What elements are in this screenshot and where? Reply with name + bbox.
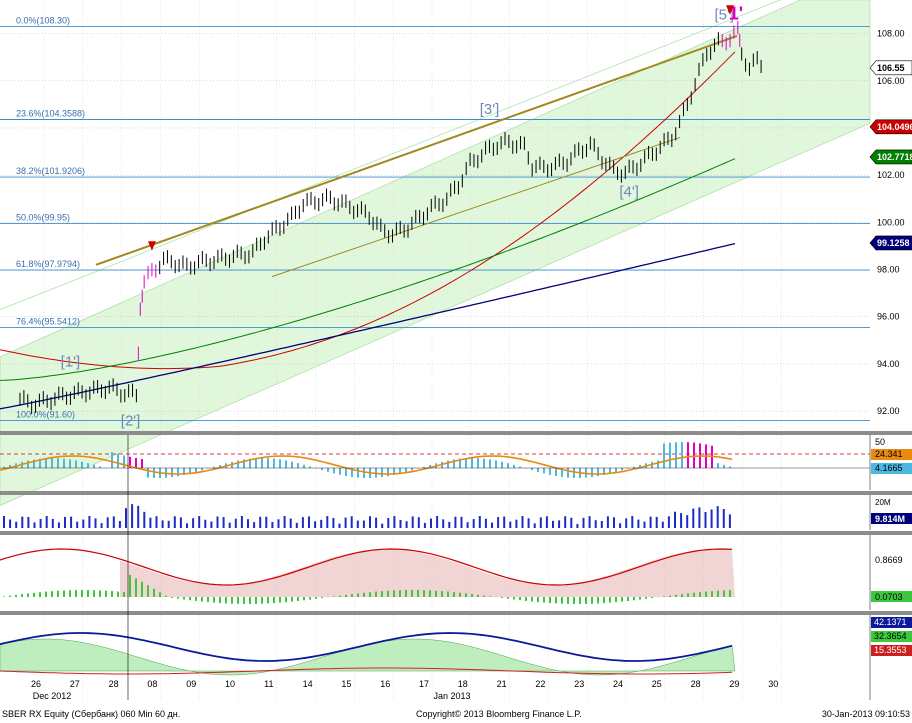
rsi-label: 24.341: [875, 449, 903, 459]
y-tick-label: 100.00: [877, 217, 905, 227]
price-badge: [869, 60, 912, 76]
y-tick-label: 92.00: [877, 406, 900, 416]
footer-copyright: Copyright© 2013 Bloomberg Finance L.P.: [416, 709, 582, 719]
x-tick-label: 30: [768, 679, 778, 689]
peak-marker: [147, 241, 156, 251]
fib-label: 0.0%(108.30): [16, 16, 70, 26]
fib-label: 61.8%(97.9794): [16, 259, 80, 269]
fib-label: 100.0%(91.60): [16, 410, 75, 420]
x-tick-label: 25: [652, 679, 662, 689]
x-tick-label: 28: [691, 679, 701, 689]
dmi-minus-line: [0, 667, 733, 675]
price-badge: [869, 235, 912, 251]
panel-separator: [0, 491, 912, 495]
x-tick-label: 26: [31, 679, 41, 689]
dmi-label: 42.1371: [874, 617, 907, 627]
volume-label: 20M: [875, 498, 891, 507]
lower-trendline: [271, 136, 681, 278]
y-tick-label: 98.00: [877, 265, 900, 275]
x-month-label: Jan 2013: [433, 691, 470, 701]
price-badge-label: 104.0496: [877, 122, 912, 132]
wave-label: [1']: [61, 353, 81, 370]
moving-average-green: [0, 158, 736, 381]
rsi-badge: [871, 463, 912, 474]
rsi-badge: [871, 449, 912, 460]
x-tick-label: 16: [380, 679, 390, 689]
x-tick-label: 10: [225, 679, 235, 689]
y-tick-label: 102.00: [877, 170, 905, 180]
x-tick-label: 23: [574, 679, 584, 689]
wave-label: [3']: [480, 101, 500, 118]
rsi-label: 4.1665: [875, 463, 903, 473]
x-month-label: Dec 2012: [33, 691, 72, 701]
rsi-label: 50: [875, 437, 885, 447]
footer: SBER RX Equity (Сбербанк) 060 Min 60 дн.…: [0, 706, 912, 723]
y-tick-label: 96.00: [877, 312, 900, 322]
price-badge-label: 106.55: [877, 63, 905, 73]
regression-channel: [0, 0, 871, 506]
wave-label: [4']: [619, 183, 639, 200]
x-tick-label: 24: [613, 679, 623, 689]
x-tick-label: 11: [264, 679, 273, 689]
footer-security: SBER RX Equity (Сбербанк) 060 Min 60 дн.: [2, 709, 181, 719]
peak-marker: [726, 5, 735, 15]
dmi-plus-line: [0, 632, 733, 662]
rsi-signal-line: [0, 455, 733, 475]
wave-label: [2']: [121, 412, 141, 429]
x-tick-label: 18: [458, 679, 468, 689]
panel-separator: [0, 531, 912, 535]
price-badge-label: 99.1258: [877, 238, 910, 248]
footer-timestamp: 30-Jan-2013 09:10:53: [821, 709, 910, 719]
dmi-label: 15.3553: [874, 645, 907, 655]
macd-shade: [120, 549, 735, 597]
x-tick-label: 29: [729, 679, 739, 689]
main-trendline: [95, 35, 738, 266]
fib-label: 38.2%(101.9206): [16, 166, 85, 176]
volume-label: 9.814M: [875, 514, 905, 524]
price-badge-label: 102.7718: [877, 152, 912, 162]
x-tick-label: 14: [303, 679, 313, 689]
price-badge: [869, 149, 912, 165]
x-tick-label: 27: [70, 679, 80, 689]
panel-separator: [0, 431, 912, 435]
x-tick-label: 22: [535, 679, 545, 689]
dmi-label: 32.3654: [874, 631, 907, 641]
x-tick-label: 15: [341, 679, 351, 689]
dmi-badge: [871, 631, 912, 642]
panel-separator: [0, 611, 912, 615]
x-tick-label: 21: [497, 679, 507, 689]
y-tick-label: 94.00: [877, 359, 900, 369]
macd-badge: [871, 591, 912, 602]
volume-badge: [871, 513, 912, 524]
price-badge: [869, 119, 912, 135]
macd-label: 0.8669: [875, 555, 903, 565]
x-tick-label: 09: [186, 679, 196, 689]
x-tick-label: 17: [419, 679, 429, 689]
moving-average-blue: [0, 242, 736, 410]
fib-label: 23.6%(104.3588): [16, 109, 85, 119]
y-tick-label: 108.00: [877, 29, 905, 39]
fib-label: 76.4%(95.5412): [16, 317, 80, 327]
x-tick-label: 28: [109, 679, 119, 689]
moving-average-red: [0, 51, 736, 370]
dmi-badge: [871, 617, 912, 628]
y-tick-label: 106.00: [877, 76, 905, 86]
regression-channel-upper-line: [0, 0, 781, 310]
macd-line: [0, 548, 733, 586]
fib-label: 50.0%(99.95): [16, 213, 70, 223]
x-tick-label: 08: [147, 679, 157, 689]
dmi-badge: [871, 645, 912, 656]
macd-label: 0.0703: [875, 592, 903, 602]
